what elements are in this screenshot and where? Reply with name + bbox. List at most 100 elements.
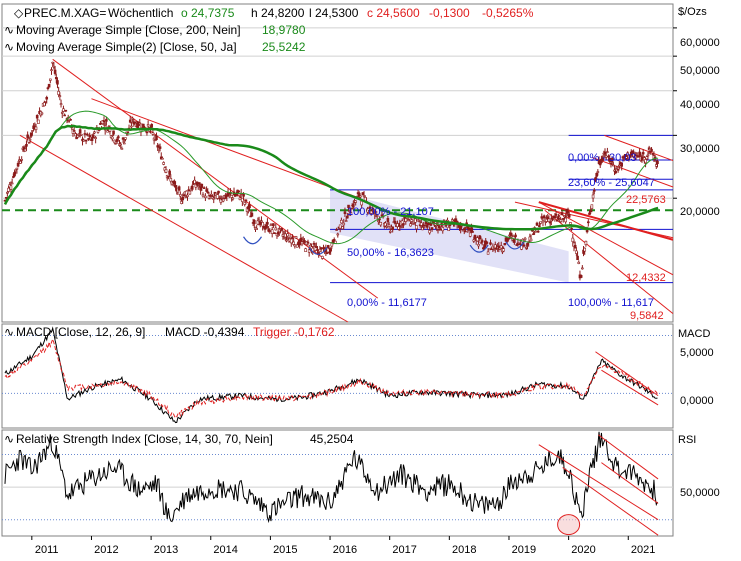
price-candle-body (238, 197, 242, 201)
price-candle-body (650, 148, 653, 152)
time-axis: 2011 2012 2013 2014 2015 2016 2017 2018 2019 2020… (31, 536, 655, 556)
price-candle-body (513, 239, 516, 243)
price-candle-body (169, 178, 173, 182)
price-candle-body (16, 162, 20, 167)
year-label: 2018 (452, 544, 476, 556)
price-candle-body (121, 137, 125, 140)
rsi-channel-line (562, 467, 659, 536)
rsi-oversold-circle (557, 514, 581, 536)
price-candle-body (523, 237, 527, 240)
price-candle-body (555, 219, 559, 222)
price-candle-body (291, 236, 294, 239)
price-candle-body (63, 114, 66, 117)
price-candle-body (430, 227, 434, 231)
change-pct-value: -0,5265% (482, 6, 534, 20)
fib-bottom-left: 0,00% - 11,6177 (347, 297, 427, 309)
price-candle-body (320, 255, 324, 259)
price-candle-body (319, 247, 323, 250)
price-candle-body (352, 203, 355, 208)
ma200-icon: ∿ (4, 23, 14, 37)
bottom-arc-marker (308, 246, 328, 255)
macd-label: MACD [Close, 12, 26, 9] (16, 325, 145, 339)
price-candle-body (591, 194, 595, 199)
price-candle-body (111, 136, 114, 140)
price-candle-body (58, 95, 62, 97)
price-candle-body (626, 152, 629, 156)
price-candle-body (128, 119, 132, 123)
price-candle-body (237, 190, 241, 193)
price-candle-body (6, 192, 9, 194)
price-candle-body (53, 69, 57, 74)
level-9: 9,5842 (630, 310, 664, 322)
rsi-channel-line (601, 462, 659, 504)
price-candle-body (35, 115, 39, 119)
price-candle-body (608, 157, 612, 163)
price-candle-body (292, 241, 295, 245)
price-candle-body (31, 130, 34, 132)
price-candle-body (368, 206, 372, 209)
price-candle-body (34, 126, 38, 130)
price-candle-body (360, 200, 363, 206)
price-candle-body (522, 244, 526, 247)
fib-recent-23: 23,60% - 25,6047 (568, 177, 655, 189)
price-candle-body (126, 131, 130, 133)
price-candle-body (641, 152, 645, 155)
price-candle-body (342, 222, 346, 226)
price-candle-body (204, 195, 207, 198)
price-candle-body (404, 218, 408, 222)
price-candle-body (181, 196, 185, 201)
price-candle-body (347, 204, 350, 209)
legend-expand-icon[interactable]: ◇ (14, 6, 24, 20)
price-candle-body (551, 217, 554, 221)
price-candle-body (616, 169, 620, 171)
price-candle-body (559, 219, 563, 222)
ma50-line (4, 110, 659, 245)
price-candle-body (346, 215, 349, 219)
price-tick: 20,0000 (680, 206, 720, 218)
price-candle-body (168, 170, 171, 175)
ma200-value: 18,9780 (262, 23, 306, 37)
rsi-icon: ∿ (4, 432, 14, 446)
fibonacci-labels: 100,00% - 21,107 50,00% - 16,3623 0,00% … (347, 152, 666, 322)
price-candle-body (592, 189, 596, 192)
price-candle-body (83, 133, 87, 135)
macd-channel-line (601, 369, 659, 406)
price-candle-body (503, 243, 507, 246)
price-axis: $/Ozs 60,0000 50,0000 40,0000 30,0000 20… (678, 6, 720, 218)
rsi-value: 45,2504 (310, 432, 354, 446)
price-candle-body (188, 190, 192, 195)
price-candle-body (519, 243, 522, 245)
price-candle-body (64, 109, 68, 112)
price-candle-body (472, 239, 476, 242)
year-label: 2011 (35, 544, 59, 556)
price-candle-body (285, 239, 288, 242)
macd-panel-frame (1, 323, 674, 429)
price-candle-body (441, 227, 445, 232)
macd-value: MACD -0,4394 (165, 325, 245, 339)
ma200-label: Moving Average Simple [Close, 200, Nein] (16, 23, 241, 37)
price-candle-body (560, 212, 564, 216)
change-value: -0,1300 (429, 6, 470, 20)
price-candle-body (612, 164, 615, 167)
price-candle-body (102, 120, 106, 123)
price-candle-body (272, 223, 275, 227)
price-candle-body (28, 138, 32, 141)
price-candle-body (37, 119, 40, 124)
trigger-line (4, 337, 658, 419)
price-candle-body (583, 247, 587, 252)
rsi-series (4, 431, 659, 536)
price-candle-body (198, 182, 201, 185)
price-candle-body (569, 222, 572, 225)
chart-legend: ◇ PREC.M.XAG= Wöchentlich o 24,7375 h 24… (4, 6, 534, 446)
price-candle-body (266, 222, 269, 225)
price-candle-body (415, 225, 418, 230)
price-candle-body (284, 233, 287, 238)
price-candle-body (541, 220, 545, 223)
price-candle-body (62, 108, 65, 112)
annotation-shapes (243, 236, 581, 536)
price-candle-body (439, 228, 442, 231)
ma50-icon: ∿ (4, 40, 14, 54)
period-label: Wöchentlich (108, 6, 173, 20)
price-candle-body (410, 219, 414, 222)
price-candle-body (604, 155, 608, 158)
